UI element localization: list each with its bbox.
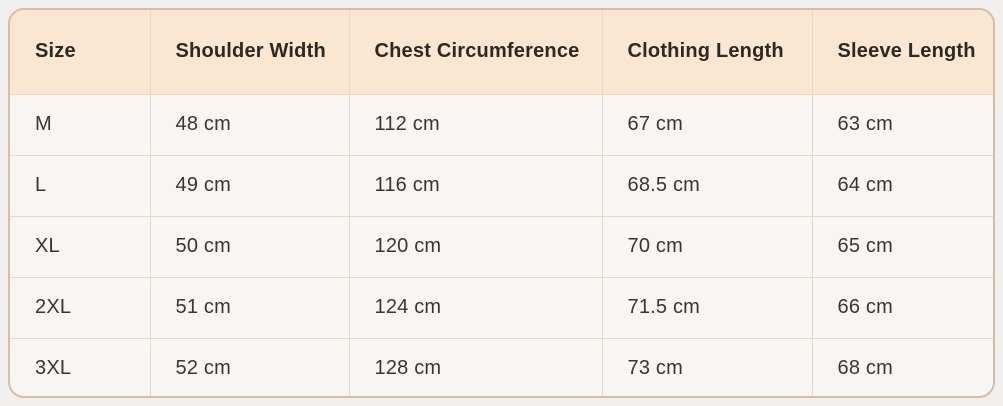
cell-size: 3XL [10,337,151,396]
cell-chest-circumference: 116 cm [348,154,603,217]
cell-shoulder-width: 49 cm [149,154,350,217]
cell-clothing-length: 71.5 cm [601,276,813,339]
cell-chest-circumference: 128 cm [348,337,603,396]
cell-size: L [10,154,151,217]
column-header-chest-circumference: Chest Circumference [348,10,603,95]
cell-shoulder-width: 48 cm [149,93,350,156]
size-chart-table: Size Shoulder Width Chest Circumference … [10,10,993,396]
table-row-2xl: 2XL 51 cm 124 cm 71.5 cm 66 cm [10,276,993,339]
column-header-size: Size [10,10,151,95]
cell-clothing-length: 68.5 cm [601,154,813,217]
cell-size: XL [10,215,151,278]
table-row-m: M 48 cm 112 cm 67 cm 63 cm [10,93,993,156]
cell-sleeve-length: 68 cm [811,337,993,396]
cell-sleeve-length: 63 cm [811,93,993,156]
cell-size: 2XL [10,276,151,339]
cell-clothing-length: 73 cm [601,337,813,396]
cell-clothing-length: 67 cm [601,93,813,156]
column-header-clothing-length: Clothing Length [601,10,813,95]
table-row-l: L 49 cm 116 cm 68.5 cm 64 cm [10,154,993,217]
cell-sleeve-length: 65 cm [811,215,993,278]
header-row: Size Shoulder Width Chest Circumference … [10,10,993,95]
cell-sleeve-length: 66 cm [811,276,993,339]
column-header-shoulder-width: Shoulder Width [149,10,350,95]
cell-chest-circumference: 120 cm [348,215,603,278]
column-header-sleeve-length: Sleeve Length [811,10,993,95]
cell-shoulder-width: 50 cm [149,215,350,278]
cell-chest-circumference: 112 cm [348,93,603,156]
size-chart-card: Size Shoulder Width Chest Circumference … [8,8,995,398]
cell-chest-circumference: 124 cm [348,276,603,339]
cell-size: M [10,93,151,156]
cell-clothing-length: 70 cm [601,215,813,278]
table-row-xl: XL 50 cm 120 cm 70 cm 65 cm [10,215,993,278]
cell-shoulder-width: 52 cm [149,337,350,396]
table-row-3xl: 3XL 52 cm 128 cm 73 cm 68 cm [10,337,993,396]
cell-shoulder-width: 51 cm [149,276,350,339]
cell-sleeve-length: 64 cm [811,154,993,217]
